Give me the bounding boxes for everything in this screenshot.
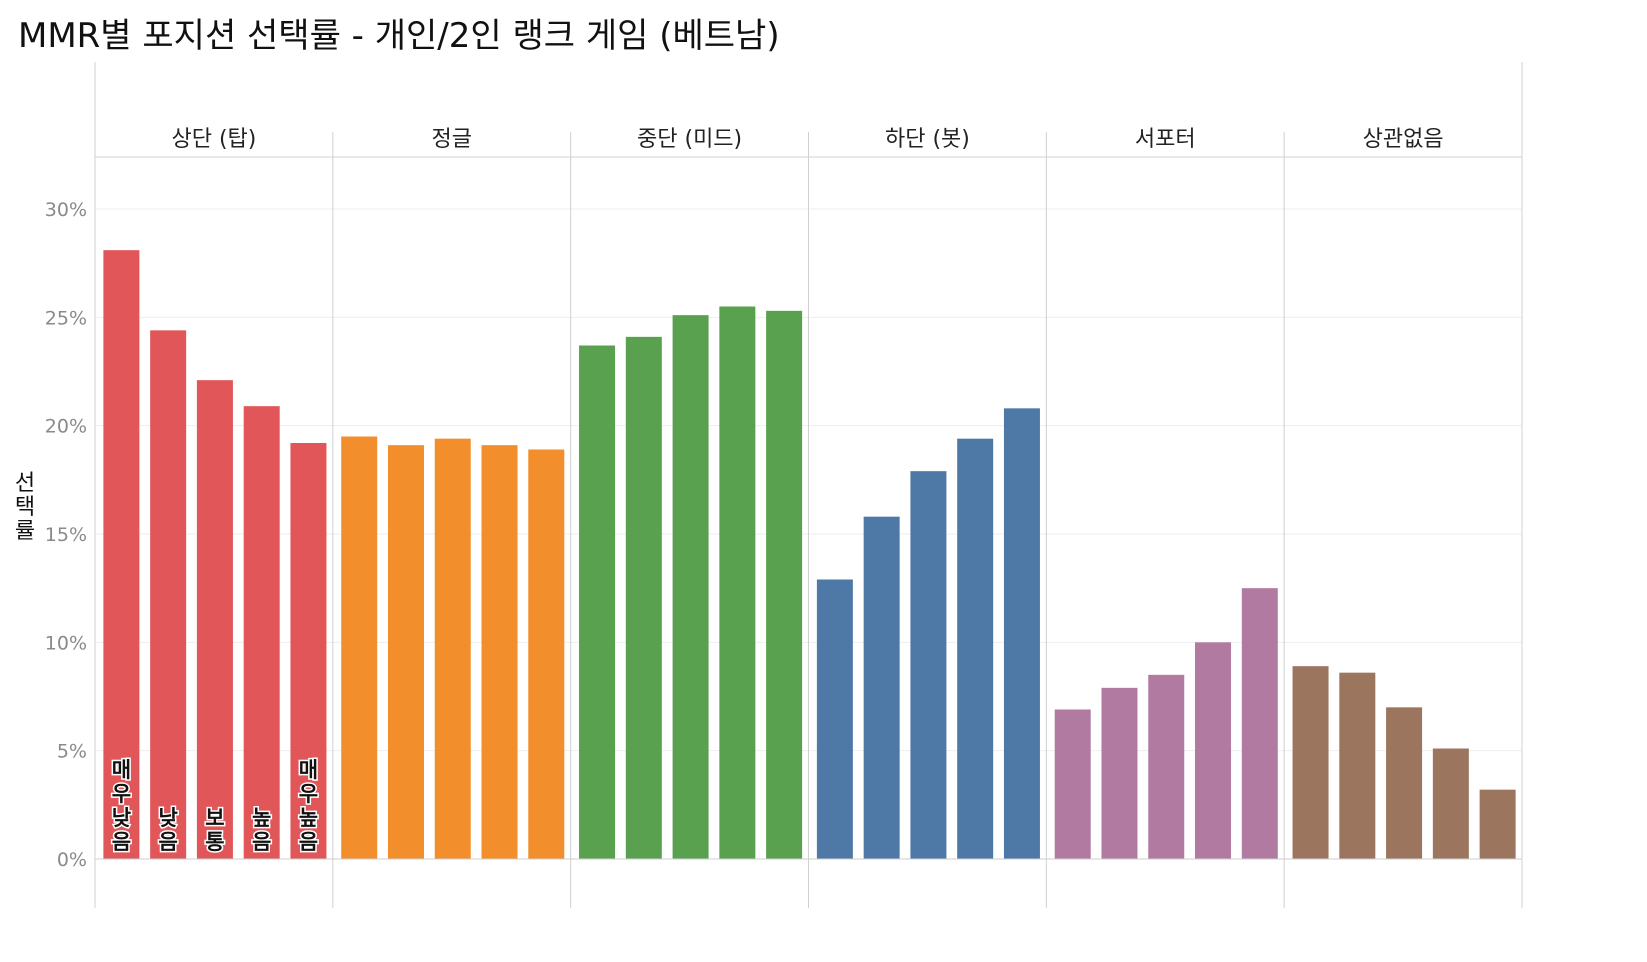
y-tick-label: 30% [45, 199, 87, 221]
bar [719, 306, 756, 859]
bar [1195, 642, 1232, 859]
bar-category-label-char: 우 [299, 782, 318, 806]
bar [150, 330, 187, 859]
bar-category-label-char: 우 [112, 782, 131, 806]
y-tick-label: 15% [45, 524, 87, 546]
y-tick-label: 10% [45, 632, 87, 654]
bar [672, 315, 709, 860]
bar-category-label-char: 통 [205, 830, 224, 854]
bar [1054, 709, 1091, 859]
bar-category-label-char: 매 [299, 758, 318, 782]
y-tick-label: 0% [57, 849, 87, 871]
y-tick-label: 25% [45, 307, 87, 329]
bar-category-label-char: 음 [158, 830, 177, 854]
bar [766, 310, 803, 859]
bar [1339, 672, 1376, 859]
bar [910, 471, 947, 859]
y-axis-title-char: 택 [15, 495, 35, 520]
bar [625, 336, 662, 859]
pane-header-label: 상단 (탑) [171, 127, 256, 152]
bar-category-label-char: 음 [112, 830, 131, 854]
bar [528, 449, 565, 859]
chart-title: MMR별 포지션 선택률 - 개인/2인 랭크 게임 (베트남) [18, 16, 780, 56]
bar [290, 443, 327, 859]
bar [341, 436, 378, 859]
bar-category-label-char: 음 [299, 830, 318, 854]
pane-header-label: 정글 [432, 127, 472, 152]
bar [1292, 666, 1329, 859]
y-axis-title-char: 률 [15, 519, 35, 544]
bar [387, 445, 424, 859]
y-axis-title-char: 선 [15, 471, 35, 496]
bar [1386, 707, 1423, 859]
bar [481, 445, 518, 859]
bar [1432, 748, 1469, 859]
pane-header-label: 상관없음 [1363, 127, 1444, 152]
bar [1479, 789, 1516, 859]
bar-category-label-char: 보 [205, 806, 224, 830]
bar [579, 345, 616, 859]
bar [1003, 408, 1040, 859]
pane-header-label: 중단 (미드) [637, 127, 742, 152]
bar-category-label-char: 높 [299, 806, 318, 830]
bar [434, 438, 471, 859]
bar-category-label-char: 낮 [112, 806, 131, 830]
pane-header-label: 서포터 [1135, 127, 1196, 152]
bar-category-label-char: 높 [252, 806, 271, 830]
bar [957, 438, 994, 859]
bar [1148, 674, 1185, 859]
bar [1241, 588, 1278, 859]
bar [816, 579, 853, 859]
bar-category-label-char: 매 [112, 758, 131, 782]
bar [243, 406, 280, 859]
bar [196, 380, 233, 859]
y-tick-label: 20% [45, 416, 87, 438]
pane-header-label: 하단 (봇) [885, 127, 970, 152]
bar [103, 250, 140, 859]
bar [863, 516, 900, 859]
y-tick-label: 5% [57, 741, 87, 763]
bar-category-label-char: 낮 [158, 806, 177, 830]
bar-category-label-char: 음 [252, 830, 271, 854]
bar [1101, 687, 1138, 859]
